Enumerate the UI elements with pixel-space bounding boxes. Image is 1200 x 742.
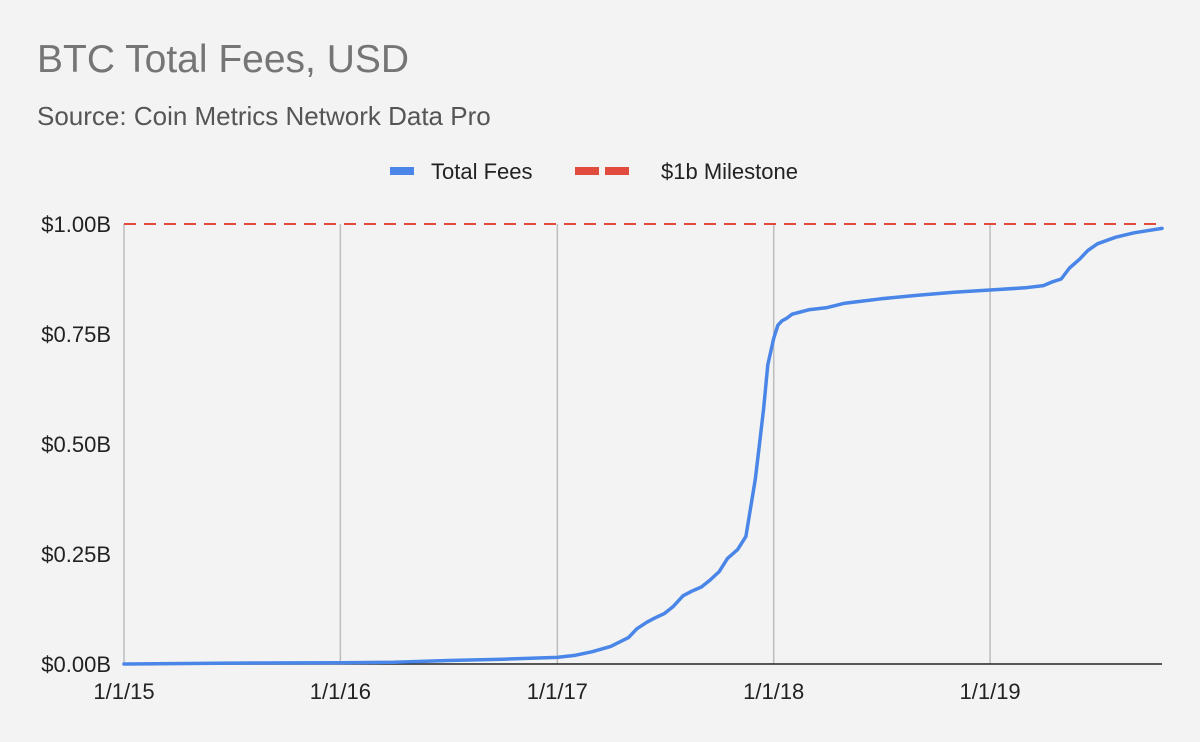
legend-swatch-milestone-b — [605, 167, 629, 175]
x-tick-label: 1/1/17 — [527, 679, 588, 704]
chart-title: BTC Total Fees, USD — [37, 38, 410, 81]
legend-label-milestone: $1b Milestone — [661, 159, 798, 184]
x-tick-label: 1/1/19 — [960, 679, 1021, 704]
y-tick-label: $1.00B — [41, 212, 111, 237]
axis-layer: 1/1/15 1/1/16 1/1/17 1/1/18 1/1/19 $0.00B $0.2… — [41, 212, 1162, 704]
x-tick-label: 1/1/15 — [93, 679, 154, 704]
y-tick-label: $0.50B — [41, 432, 111, 457]
series-line-total-fees — [122, 226, 1164, 666]
chart-subtitle: Source: Coin Metrics Network Data Pro — [37, 101, 491, 131]
legend-swatch-milestone-a — [575, 167, 599, 175]
series-layer — [122, 223, 1164, 666]
grid-layer — [123, 224, 991, 664]
y-tick-label: $0.25B — [41, 542, 111, 567]
y-tick-label: $0.00B — [41, 652, 111, 677]
x-tick-label: 1/1/16 — [310, 679, 371, 704]
legend-label-total-fees: Total Fees — [431, 159, 533, 184]
y-tick-label: $0.75B — [41, 322, 111, 347]
legend: Total Fees $1b Milestone — [390, 159, 798, 184]
legend-swatch-total-fees — [390, 167, 414, 175]
x-tick-label: 1/1/18 — [743, 679, 804, 704]
